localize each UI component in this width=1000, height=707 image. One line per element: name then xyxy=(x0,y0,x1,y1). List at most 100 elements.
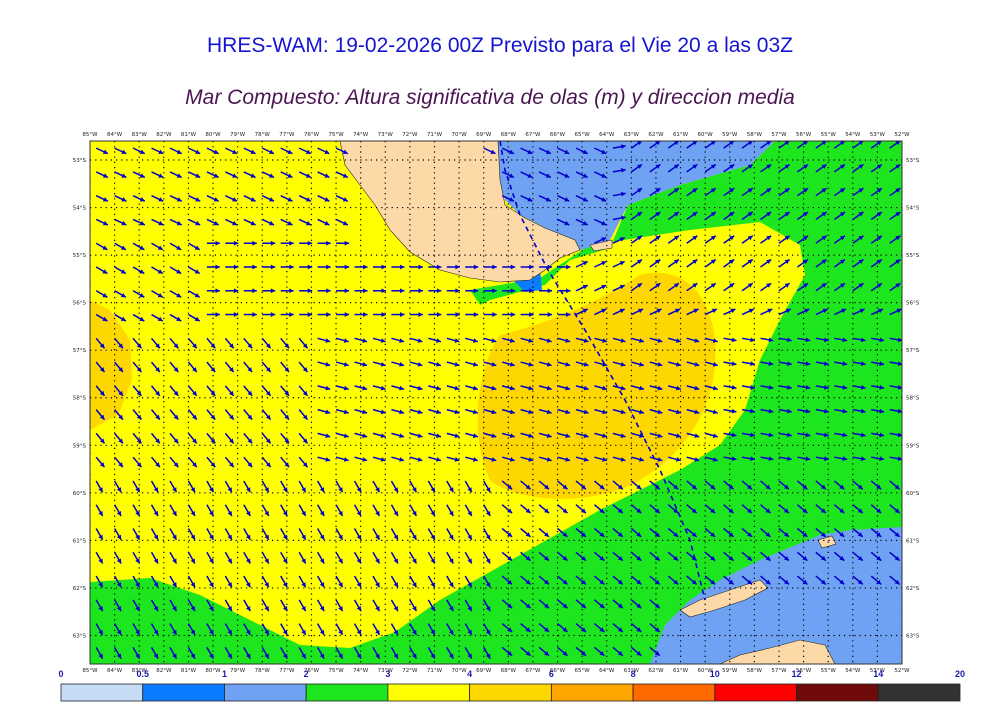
wave-direction-arrow xyxy=(889,187,901,197)
wave-direction-arrow xyxy=(520,147,533,155)
wave-direction-arrow xyxy=(796,258,809,268)
wave-direction-arrow xyxy=(575,284,589,292)
wave-direction-arrow xyxy=(630,480,642,490)
wave-direction-arrow xyxy=(261,456,272,468)
wave-direction-arrow xyxy=(391,312,405,317)
wave-direction-arrow xyxy=(150,432,161,444)
wave-direction-arrow xyxy=(206,456,216,468)
wave-direction-arrow xyxy=(243,409,253,421)
wave-direction-arrow xyxy=(169,218,183,226)
wave-direction-arrow xyxy=(316,551,325,564)
wave-direction-arrow xyxy=(409,551,418,564)
wave-direction-arrow xyxy=(132,361,142,373)
wave-direction-arrow xyxy=(243,361,253,373)
wave-direction-arrow xyxy=(723,163,735,173)
wave-direction-arrow xyxy=(686,361,700,367)
land-antarctic-peninsula xyxy=(719,639,836,664)
wave-direction-arrow xyxy=(852,211,864,221)
latitude-label: 58°S xyxy=(906,396,920,402)
longitude-label: 84°W xyxy=(107,132,123,138)
wave-direction-arrow xyxy=(95,456,106,468)
wave-direction-arrow xyxy=(317,264,331,270)
wave-direction-arrow xyxy=(668,337,681,343)
wave-direction-arrow xyxy=(391,337,405,343)
wave-direction-arrow xyxy=(631,385,645,391)
wave-direction-arrow xyxy=(391,432,405,438)
wave-direction-arrow xyxy=(557,264,571,270)
wave-direction-arrow xyxy=(95,599,104,612)
longitude-label: 62°W xyxy=(648,668,664,674)
wave-direction-arrow xyxy=(833,187,846,197)
latitude-label: 60°S xyxy=(906,491,920,497)
wave-direction-arrow xyxy=(593,551,605,562)
wave-direction-arrow xyxy=(298,147,312,155)
wave-direction-arrow xyxy=(575,194,589,202)
wave-direction-arrow xyxy=(151,218,164,226)
wave-direction-arrow xyxy=(834,308,847,316)
wave-direction-arrow xyxy=(427,504,436,517)
wave-direction-arrow xyxy=(317,408,331,415)
wave-direction-arrow xyxy=(704,141,717,149)
longitude-label: 52°W xyxy=(894,668,910,674)
wave-direction-arrow xyxy=(723,575,735,585)
latitude-label: 53°S xyxy=(906,158,920,164)
wave-direction-arrow xyxy=(335,551,344,564)
wave-direction-arrow xyxy=(372,528,381,541)
longitude-label: 75°W xyxy=(328,132,344,138)
wave-direction-arrow xyxy=(538,432,552,438)
wave-direction-arrow xyxy=(649,163,661,173)
wave-direction-arrow xyxy=(224,551,233,564)
wave-direction-arrow xyxy=(114,266,127,275)
wave-direction-arrow xyxy=(833,258,846,268)
longitude-labels-bottom: 85°W 84°W 83°W 82°W 81°W 80°W 79°W 78°W 77°W 76°W… xyxy=(82,668,910,674)
longitude-label: 77°W xyxy=(279,668,295,674)
wave-direction-arrow xyxy=(538,361,552,367)
wave-direction-arrow xyxy=(520,312,534,317)
wave-direction-arrow xyxy=(797,456,811,462)
wave-direction-arrow xyxy=(316,504,325,517)
wave-direction-arrow xyxy=(557,408,571,415)
wave-direction-arrow xyxy=(483,337,497,343)
wave-direction-arrow xyxy=(833,141,846,149)
wave-direction-arrow xyxy=(649,575,661,585)
longitude-label: 60°W xyxy=(698,132,714,138)
wave-band-1-2m-southeast xyxy=(650,527,902,664)
wave-direction-arrow xyxy=(630,599,642,609)
wave-direction-arrow xyxy=(834,456,848,462)
wave-direction-arrow xyxy=(188,147,201,155)
wave-direction-arrow xyxy=(169,599,178,612)
wave-direction-arrow xyxy=(870,551,882,562)
wave-direction-arrow xyxy=(501,527,513,538)
wave-direction-arrow xyxy=(354,312,368,317)
longitude-label: 75°W xyxy=(328,668,344,674)
longitude-label: 85°W xyxy=(82,668,98,674)
wave-direction-arrow xyxy=(852,551,864,562)
wave-direction-arrow xyxy=(372,361,386,367)
wave-direction-arrow xyxy=(187,551,196,564)
wave-direction-arrow xyxy=(852,258,864,268)
wave-direction-arrow xyxy=(668,408,681,415)
wave-direction-arrow xyxy=(261,599,270,612)
wave-direction-arrow xyxy=(243,337,253,349)
wave-direction-arrow xyxy=(797,408,811,414)
wave-direction-arrow xyxy=(594,385,608,391)
wave-direction-arrow xyxy=(649,337,663,343)
latitude-labels-right: 53°S 54°S 55°S 56°S 57°S 58°S 59°S 60°S 61°S 62°S… xyxy=(906,158,920,639)
wave-direction-arrow xyxy=(760,408,774,414)
colorbar-swatch xyxy=(796,683,879,702)
wave-direction-arrow xyxy=(760,337,774,343)
land-elephant-island xyxy=(817,535,837,549)
wave-direction-arrow xyxy=(261,171,275,179)
wave-direction-arrow xyxy=(667,258,680,268)
wave-direction-arrow xyxy=(593,575,605,585)
wave-direction-arrow xyxy=(188,313,201,322)
wave-direction-arrow xyxy=(667,308,681,316)
wave-direction-arrow xyxy=(114,361,124,373)
wave-direction-arrow xyxy=(169,361,179,373)
wave-direction-arrow xyxy=(372,264,386,270)
wave-direction-arrow xyxy=(538,623,550,633)
wave-direction-arrow xyxy=(446,599,454,612)
wave-direction-arrow xyxy=(538,646,550,657)
wave-direction-arrow xyxy=(704,408,718,415)
wave-direction-arrow xyxy=(723,211,735,221)
